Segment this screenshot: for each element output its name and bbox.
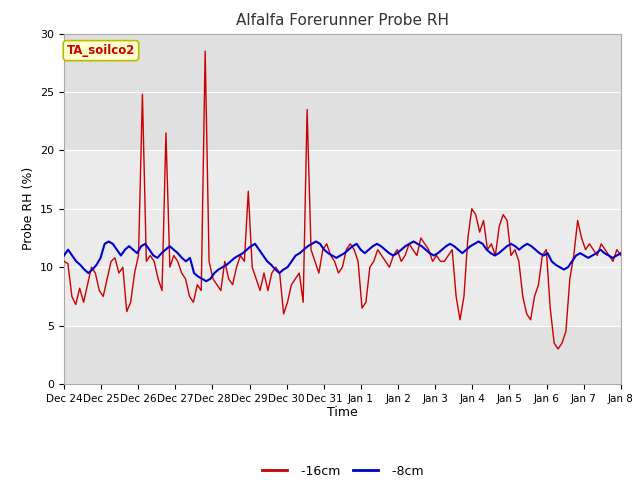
X-axis label: Time: Time — [327, 407, 358, 420]
Bar — [64, 150, 621, 325]
Y-axis label: Probe RH (%): Probe RH (%) — [22, 167, 35, 251]
Title: Alfalfa Forerunner Probe RH: Alfalfa Forerunner Probe RH — [236, 13, 449, 28]
Text: TA_soilco2: TA_soilco2 — [67, 44, 135, 57]
Legend:  -16cm,  -8cm: -16cm, -8cm — [257, 460, 428, 480]
